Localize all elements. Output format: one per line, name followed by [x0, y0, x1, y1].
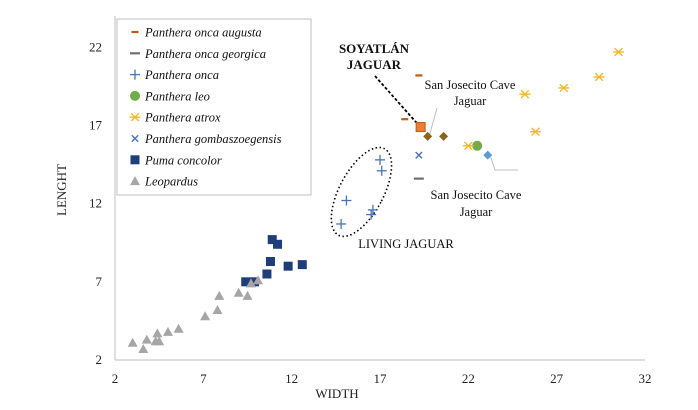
puma-concolor-point — [283, 261, 293, 271]
puma-concolor-point — [273, 239, 283, 249]
soyatlan-label-line2: JAGUAR — [347, 57, 402, 72]
legend-leopardus-label: Leopardus — [144, 175, 198, 189]
san-josecito-cave-jaguar-point — [439, 131, 449, 141]
leopardus-point — [214, 290, 225, 300]
legend-leopardus-marker — [130, 176, 140, 186]
puma-concolor-point — [241, 277, 251, 287]
leopardus-point — [246, 278, 257, 288]
leopardus-point — [173, 323, 184, 333]
panthera-leo-point — [472, 140, 483, 151]
y-axis-title: LENGHT — [54, 164, 69, 216]
legend-panthera-leo-marker — [130, 90, 140, 101]
legend: Panthera onca augusta Panthera onca georg… — [116, 18, 312, 196]
legend-box — [116, 18, 312, 196]
x-tick-label: 22 — [462, 371, 475, 386]
legend-panthera-gombaszoegensis-label: Panthera gombaszoegensis — [144, 132, 282, 146]
annotation-texts: SOYATLÁN JAGUAR San Josecito Cave Jaguar… — [339, 41, 522, 251]
panthera-onca-point — [376, 165, 387, 176]
puma-concolor-point — [297, 260, 307, 270]
y-tick-label: 7 — [96, 274, 103, 289]
san-josecito-cave-jaguar-point — [423, 131, 433, 141]
puma-concolor-point — [267, 235, 277, 245]
legend-panthera-atrox-marker — [129, 112, 141, 122]
soyatlan-label-line1: SOYATLÁN — [339, 41, 410, 56]
panthera-atrox-point — [558, 83, 570, 93]
leopardus-point — [212, 304, 223, 314]
x-axis-title: WIDTH — [315, 386, 358, 401]
panthera-atrox-point — [613, 47, 624, 57]
legend-panthera-gombaszoegensis-marker — [131, 134, 139, 143]
puma-concolor-point — [262, 269, 272, 279]
panthera-onca-point — [367, 204, 378, 215]
data-marks — [127, 47, 624, 354]
legend-puma-concolor-marker — [130, 155, 140, 165]
panthera-onca-point — [375, 154, 385, 165]
puma-concolor-point — [265, 256, 275, 266]
san-josecito-top-leader — [429, 107, 438, 135]
y-tick-label: 22 — [89, 39, 102, 54]
san-josecito-top-line2: Jaguar — [454, 94, 487, 108]
leopardus-point — [138, 344, 149, 354]
panthera-atrox-point — [593, 72, 605, 82]
leopardus-point — [242, 290, 253, 300]
legend-panthera-leo-label: Panthera leo — [144, 89, 210, 103]
legend-panthera-atrox-label: Panthera atrox — [144, 111, 221, 125]
san-josecito-top-line1: San Josecito Cave — [425, 78, 516, 92]
living-jaguar-ellipse — [330, 146, 393, 238]
legend-panthera-onca-augusta-label: Panthera onca augusta — [144, 26, 262, 40]
leopardus-point — [253, 275, 264, 285]
y-tick-label: 2 — [96, 352, 103, 367]
soyatl-n-jaguar-point — [415, 122, 426, 133]
panthera-atrox-point — [519, 89, 531, 99]
san-josecito-bottom-line2: Jaguar — [460, 205, 493, 219]
x-tick-label: 2 — [112, 371, 119, 386]
annotation-lines — [330, 75, 518, 238]
x-tick-label: 17 — [374, 371, 388, 386]
y-tick-label: 12 — [89, 196, 102, 211]
x-tick-label: 27 — [550, 371, 564, 386]
soyatlan-leader — [374, 75, 419, 125]
x-tick-label: 7 — [200, 371, 207, 386]
leopardus-point — [127, 337, 138, 347]
legend-panthera-onca-marker — [130, 69, 140, 80]
leopardus-point — [163, 326, 173, 336]
panthera-onca-point — [366, 209, 377, 220]
leopardus-point — [233, 287, 244, 297]
x-tick-label: 32 — [639, 371, 652, 386]
panthera-onca-point — [336, 218, 347, 229]
leopardus-point — [154, 336, 165, 346]
x-tick-label: 12 — [285, 371, 298, 386]
san-josecito-bottom-line1: San Josecito Cave — [431, 188, 522, 202]
living-jaguar-label: LIVING JAGUAR — [358, 237, 454, 251]
san-josecito-bottom-leader — [490, 157, 518, 171]
panthera-gombaszoegensis-point — [415, 151, 423, 159]
legend-puma-concolor-label: Puma concolor — [144, 153, 222, 167]
axes — [114, 16, 645, 361]
leopardus-point — [141, 334, 152, 344]
leopardus-point — [200, 311, 211, 321]
leopardus-point — [152, 328, 163, 338]
legend-panthera-onca-label: Panthera onca — [144, 68, 219, 82]
y-tick-label: 17 — [89, 117, 103, 132]
axis-titles: WIDTH LENGHT — [54, 164, 359, 401]
panthera-atrox-point — [462, 141, 474, 151]
legend-panthera-onca-georgica-label: Panthera onca georgica — [144, 47, 266, 61]
san-josecito-cave-jaguar-point — [483, 150, 493, 160]
panthera-atrox-point — [529, 127, 541, 137]
panthera-onca-point — [341, 195, 352, 206]
